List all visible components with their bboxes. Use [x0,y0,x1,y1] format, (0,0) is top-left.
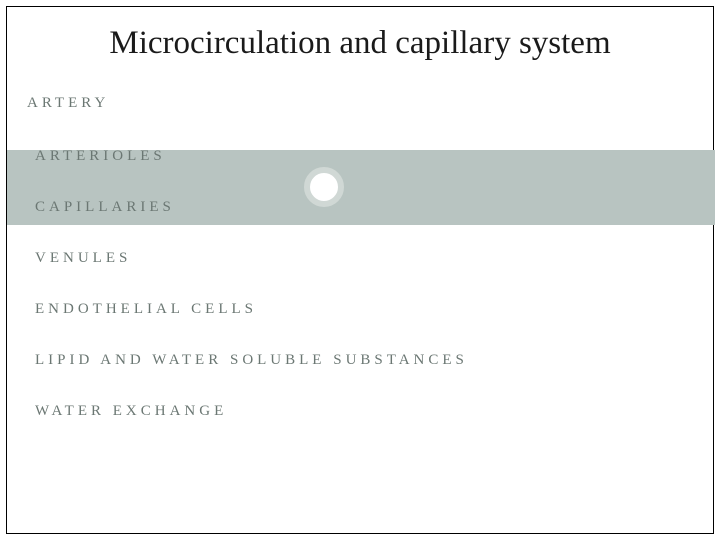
slide-title: Microcirculation and capillary system [7,7,713,84]
slide-frame: Microcirculation and capillary system AR… [6,6,714,534]
list-item: WATER EXCHANGE [35,403,468,420]
list-item: VENULES [35,250,468,267]
list-item: ENDOTHELIAL CELLS [35,301,468,318]
topic-list: ARTERY ARTERIOLES CAPILLARIES VENULES EN… [35,95,468,454]
list-item: CAPILLARIES [35,199,468,216]
list-item: ARTERIOLES [35,148,468,165]
list-item: ARTERY [27,95,468,112]
list-item: LIPID AND WATER SOLUBLE SUBSTANCES [35,352,468,369]
